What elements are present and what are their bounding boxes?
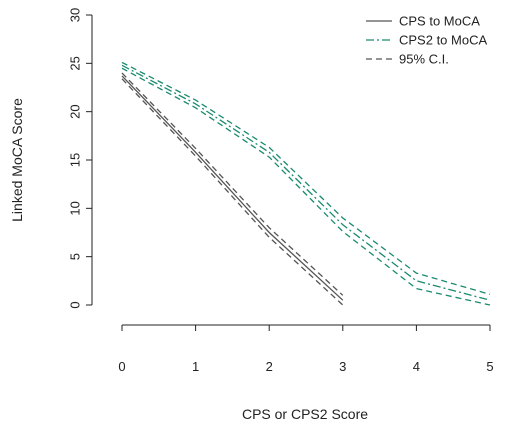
y-tick-label: 5 [68, 253, 83, 260]
legend-label: 95% C.I. [399, 52, 449, 67]
legend: CPS to MoCA CPS2 to MoCA 95% C.I. [366, 14, 487, 67]
series-line-cps-ci-upper [121, 72, 344, 296]
y-tick-label: 15 [68, 153, 83, 167]
x-tick-label: 3 [339, 359, 346, 374]
y-tick-label: 20 [68, 104, 83, 118]
series-layer [121, 61, 491, 306]
series-line-cps-to-moca [121, 75, 344, 301]
x-tick-label: 2 [266, 359, 273, 374]
series-line-cps2-ci-upper [121, 61, 491, 296]
series-line-cps2-ci-lower [121, 67, 491, 306]
y-tick-label: 25 [68, 56, 83, 70]
y-axis-title: Linked MoCA Score [9, 98, 25, 222]
x-tick-label: 4 [413, 359, 420, 374]
legend-label: CPS to MoCA [399, 14, 480, 29]
series-line-cps2-to-moca [121, 64, 491, 301]
x-tick-label: 5 [486, 359, 493, 374]
x-tick-label: 1 [192, 359, 199, 374]
x-tick-label: 0 [118, 359, 125, 374]
x-axis-title: CPS or CPS2 Score [242, 406, 368, 422]
series-line-cps-ci-lower [121, 78, 344, 306]
x-axis-ticks: 0 1 2 3 4 5 [118, 325, 494, 374]
y-tick-label: 0 [68, 301, 83, 308]
legend-label: CPS2 to MoCA [399, 33, 487, 48]
y-tick-label: 30 [68, 8, 83, 22]
y-axis-ticks: 0 5 10 15 20 25 30 [68, 8, 92, 309]
y-tick-label: 10 [68, 201, 83, 215]
